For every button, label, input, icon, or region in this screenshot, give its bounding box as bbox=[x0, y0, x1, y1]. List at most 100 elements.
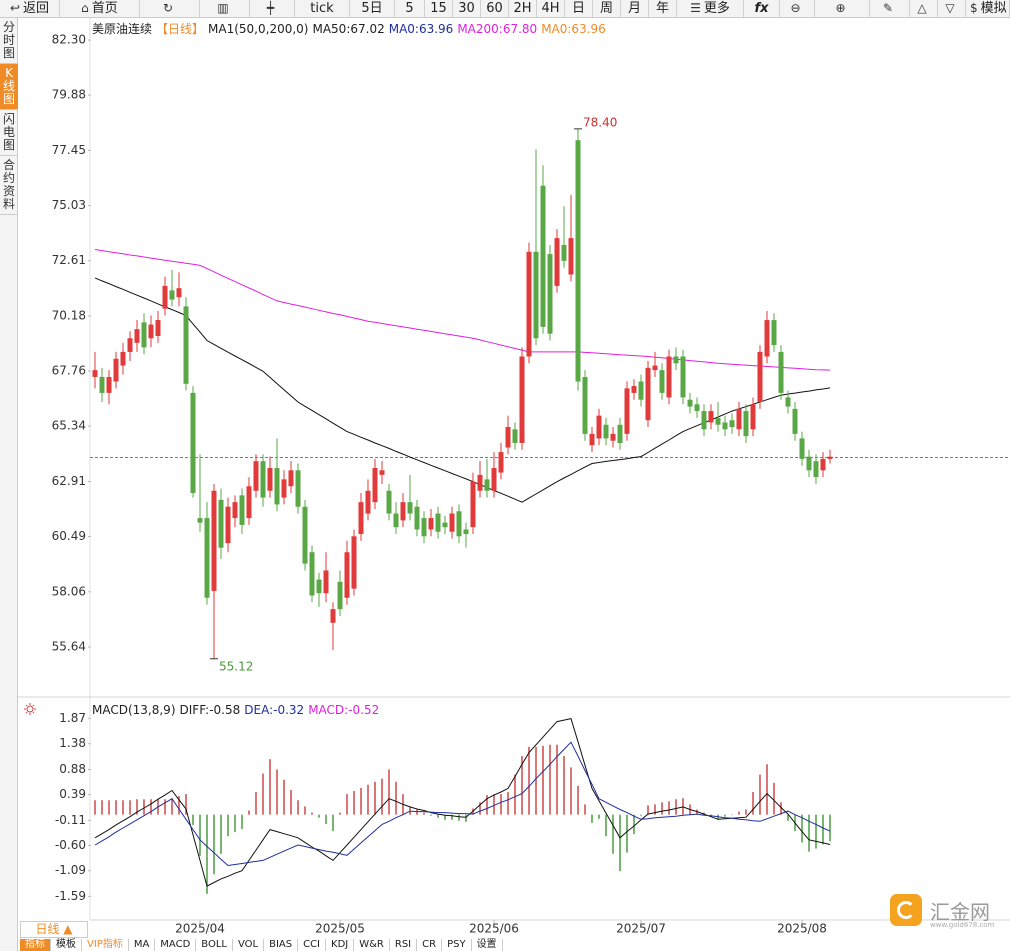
legend-item: 【日线】 bbox=[156, 22, 205, 36]
y-tick-label: -0.11 bbox=[55, 813, 86, 827]
indicator-tab[interactable]: 指标 bbox=[20, 939, 51, 951]
macd-bar bbox=[626, 814, 628, 853]
candle-body bbox=[694, 404, 700, 412]
macd-bar bbox=[563, 756, 565, 815]
period-button[interactable]: 5日 bbox=[350, 0, 395, 17]
macd-bar bbox=[409, 806, 411, 815]
candle-body bbox=[92, 370, 98, 377]
period-button[interactable]: 日 bbox=[565, 0, 593, 17]
candle-body bbox=[673, 356, 679, 364]
side-tab[interactable]: 合约资料 bbox=[0, 156, 18, 215]
candle-body bbox=[218, 499, 224, 548]
indicator-tab[interactable]: 模板 bbox=[51, 939, 82, 951]
macd-bar bbox=[136, 799, 138, 815]
macd-legend: MACD(13,8,9) DIFF:-0.58 DEA:-0.32 MACD:-0.5… bbox=[92, 703, 383, 717]
candle-body bbox=[295, 470, 301, 507]
candle-button[interactable]: ┿ bbox=[250, 0, 295, 17]
macd-bar bbox=[507, 792, 509, 815]
candle-body bbox=[421, 518, 427, 537]
legend-item: DEA:-0.32 bbox=[244, 703, 305, 717]
macd-bar bbox=[430, 814, 432, 816]
indicator-tab[interactable]: VOL bbox=[233, 939, 265, 951]
macd-bar bbox=[150, 799, 152, 815]
draw-button[interactable]: ✎ bbox=[870, 0, 910, 17]
home-button[interactable]: ⌂ 首页 bbox=[60, 0, 140, 17]
period-button[interactable]: 年 bbox=[649, 0, 677, 17]
period-button[interactable]: 60 bbox=[481, 0, 509, 17]
formula-button[interactable]: fx bbox=[744, 0, 780, 17]
candle-body bbox=[267, 468, 273, 491]
more-button[interactable]: ☰ 更多 bbox=[677, 0, 744, 17]
side-tab[interactable]: 闪电图 bbox=[0, 110, 18, 156]
candle-body bbox=[652, 365, 658, 371]
refresh-button[interactable]: ↻ bbox=[140, 0, 200, 17]
candle-body bbox=[351, 536, 357, 589]
candle-body bbox=[204, 518, 210, 598]
macd-bar bbox=[654, 804, 656, 815]
period-button[interactable]: 月 bbox=[621, 0, 649, 17]
candle-body bbox=[316, 579, 322, 594]
high-label: 78.40 bbox=[583, 115, 617, 129]
macd-bar bbox=[241, 814, 243, 830]
low-label: 55.12 bbox=[219, 659, 253, 673]
settings-icon[interactable] bbox=[24, 703, 36, 715]
y-tick-label: -0.60 bbox=[55, 838, 86, 852]
indicator-tab[interactable]: CR bbox=[417, 939, 443, 951]
candle-body bbox=[617, 424, 623, 443]
macd-bar bbox=[759, 774, 761, 815]
macd-bar bbox=[731, 814, 733, 816]
zoom-in-button[interactable]: ⊕ bbox=[815, 0, 870, 17]
macd-bar bbox=[318, 814, 320, 818]
indicator-tab[interactable]: W&R bbox=[354, 939, 390, 951]
indicator-tab[interactable]: MACD bbox=[155, 939, 197, 951]
macd-bar bbox=[591, 814, 593, 823]
period-button[interactable]: 5 bbox=[395, 0, 425, 17]
side-tab[interactable]: 分时图 bbox=[0, 18, 18, 64]
period-button[interactable]: 4H bbox=[537, 0, 565, 17]
candle-body bbox=[631, 386, 637, 393]
indicator-tab[interactable]: BOLL bbox=[196, 939, 233, 951]
period-button[interactable]: 15 bbox=[425, 0, 453, 17]
indicator-tab[interactable]: 设置 bbox=[472, 939, 503, 951]
macd-bar bbox=[192, 814, 194, 825]
candle-body bbox=[337, 581, 343, 610]
indicator-tab[interactable]: VIP指标 bbox=[82, 939, 129, 951]
macd-bar bbox=[220, 814, 222, 854]
watermark-logo bbox=[890, 894, 922, 926]
macd-bar bbox=[605, 814, 607, 837]
indicator-tab[interactable]: PSY bbox=[442, 939, 472, 951]
simulate-button[interactable]: $ 模拟 bbox=[966, 0, 1010, 17]
period-button[interactable]: 2H bbox=[509, 0, 537, 17]
macd-bar bbox=[395, 781, 397, 815]
zoom-out-button[interactable]: ⊖ bbox=[780, 0, 815, 17]
period-button[interactable]: 周 bbox=[593, 0, 621, 17]
candle-body bbox=[512, 429, 518, 443]
y-tick-label: 75.03 bbox=[52, 198, 86, 212]
candle-body bbox=[239, 495, 245, 525]
macd-bar bbox=[206, 814, 208, 894]
period-button[interactable]: tick bbox=[295, 0, 350, 17]
side-tab[interactable]: K线图 bbox=[0, 64, 18, 110]
period-button[interactable]: 30 bbox=[453, 0, 481, 17]
macd-bar bbox=[577, 785, 579, 815]
x-tick-label: 2025/08 bbox=[777, 922, 827, 936]
back-button[interactable]: ↩ 返回 bbox=[0, 0, 60, 17]
macd-bar bbox=[304, 806, 306, 815]
indicator-tab[interactable]: MA bbox=[129, 939, 156, 951]
shape-button[interactable]: △ bbox=[910, 0, 938, 17]
indicator-tab[interactable]: CCI bbox=[298, 939, 327, 951]
period-selector[interactable]: 日线 ▲ bbox=[20, 921, 88, 938]
ma-line bbox=[94, 277, 831, 503]
candle-body bbox=[659, 370, 665, 393]
indicator-tab[interactable]: BIAS bbox=[264, 939, 299, 951]
candle-body bbox=[764, 320, 770, 357]
indicator-tab[interactable]: KDJ bbox=[326, 939, 355, 951]
button-label: 模拟 bbox=[980, 1, 1007, 16]
y-tick-label: 79.88 bbox=[52, 88, 86, 102]
macd-bar bbox=[661, 802, 663, 815]
legend-item: MA0:63.96 bbox=[388, 22, 454, 36]
macd-bar bbox=[808, 814, 810, 852]
chart-type-button[interactable]: ▥ bbox=[200, 0, 250, 17]
shape-button[interactable]: ▽ bbox=[938, 0, 966, 17]
indicator-tab[interactable]: RSI bbox=[390, 939, 418, 951]
